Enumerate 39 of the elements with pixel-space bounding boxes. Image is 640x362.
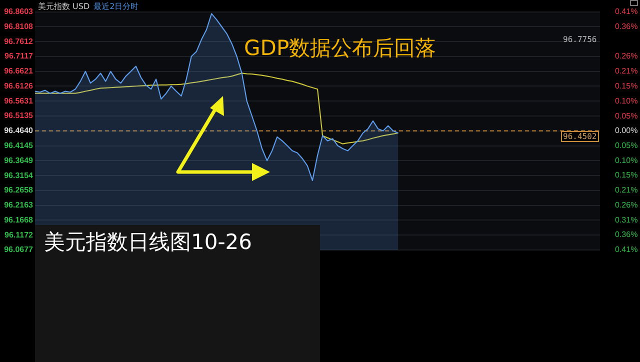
annotation: 96.7756: [563, 35, 597, 44]
y-tick-label: 96.8108: [4, 22, 34, 31]
y-tick-label: 96.7612: [4, 36, 34, 46]
annotation: 96.4502: [561, 131, 599, 142]
annotation: 美元指数日线图10-26: [44, 229, 252, 256]
y2-tick-label: 0.36%: [615, 230, 638, 240]
annotation: GDP数据公布后回落: [244, 35, 436, 62]
y-tick-label: 96.5135: [4, 111, 34, 120]
y-tick-label: 96.4145: [4, 140, 34, 150]
y-tick-label: 96.2163: [4, 200, 34, 210]
y2-tick-label: 0.26%: [615, 200, 638, 210]
y2-tick-label: 0.21%: [615, 66, 638, 76]
y2-tick-label: 0.10%: [615, 96, 638, 106]
y2-tick-label: 0.41%: [615, 245, 638, 254]
y-tick-label: 96.2658: [4, 186, 34, 195]
y2-tick-label: 0.15%: [615, 170, 638, 180]
y-tick-label: 96.7117: [4, 52, 34, 61]
y2-tick-label: 0.10%: [615, 156, 638, 165]
y2-tick-label: 0.21%: [615, 186, 638, 195]
y2-tick-label: 0.05%: [615, 111, 638, 120]
y-tick-label: 96.8603: [4, 7, 34, 16]
y2-tick-label: 0.05%: [615, 140, 638, 150]
y2-tick-label: 0.26%: [615, 52, 638, 61]
y-tick-label: 96.4640: [4, 126, 34, 136]
y2-tick-label: 0.31%: [615, 215, 638, 224]
y2-tick-label: 0.41%: [615, 7, 638, 16]
y-tick-label: 96.1172: [4, 230, 34, 240]
chart-subtitle: 最近2日分时: [94, 2, 139, 11]
y-tick-label: 96.6621: [4, 66, 34, 76]
y2-tick-label: 0.36%: [615, 22, 638, 32]
chart-title: 美元指数 USD: [38, 2, 90, 11]
y2-tick-label: 0.00%: [615, 126, 638, 136]
y2-tick-label: 0.15%: [615, 81, 638, 90]
y-tick-label: 96.5631: [4, 96, 34, 106]
y-tick-label: 96.6126: [4, 81, 34, 90]
y-tick-label: 96.0677: [4, 245, 34, 254]
y-tick-label: 96.1668: [4, 215, 34, 224]
y-tick-label: 96.3649: [4, 156, 34, 165]
y-tick-label: 96.3154: [4, 170, 34, 180]
